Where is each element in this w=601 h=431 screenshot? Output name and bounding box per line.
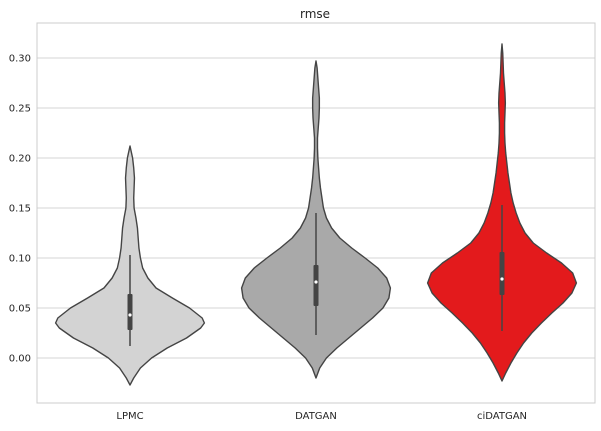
x-tick-label: DATGAN xyxy=(295,411,337,422)
violin-median-point xyxy=(314,280,318,284)
y-tick-label: 0.00 xyxy=(9,354,31,365)
violin-iqr-box xyxy=(499,252,505,295)
x-tick-label: ciDATGAN xyxy=(477,411,527,422)
y-tick-label: 0.05 xyxy=(9,304,31,315)
chart-title: rmse xyxy=(300,7,330,21)
y-tick-label: 0.10 xyxy=(9,254,31,265)
y-tick-label: 0.25 xyxy=(9,104,31,115)
x-tick-label: LPMC xyxy=(116,411,143,422)
violin-iqr-box xyxy=(127,294,133,330)
violin-layer xyxy=(54,43,578,386)
y-tick-label: 0.30 xyxy=(9,54,31,65)
plot-frame xyxy=(36,22,596,404)
axes-layer: 0.00 0.05 0.10 0.15 0.20 0.25 0.30 LPMC DATGAN ci… xyxy=(9,22,596,422)
y-tick-label: 0.15 xyxy=(9,204,31,215)
violin-median-point xyxy=(128,313,132,317)
y-tick-label: 0.20 xyxy=(9,154,31,165)
violin-median-point xyxy=(500,277,504,281)
violin-iqr-box xyxy=(313,265,319,306)
